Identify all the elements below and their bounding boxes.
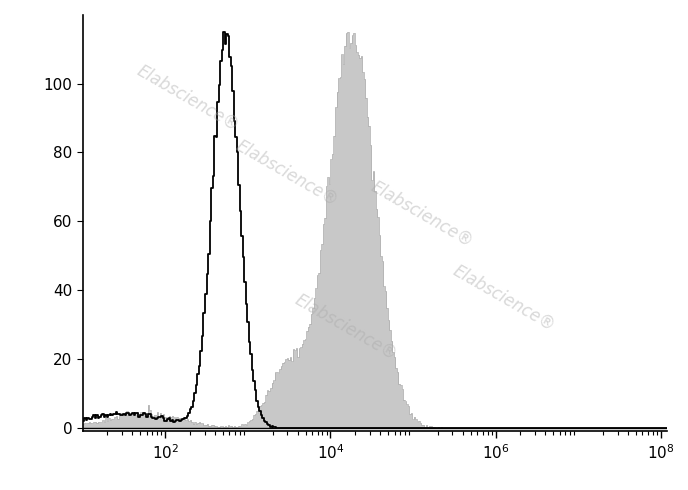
- Text: Elabscience®: Elabscience®: [449, 261, 558, 335]
- Text: Elabscience®: Elabscience®: [292, 291, 400, 364]
- Text: Elabscience®: Elabscience®: [233, 136, 341, 210]
- Text: Elabscience®: Elabscience®: [133, 61, 242, 135]
- Text: Elabscience®: Elabscience®: [367, 178, 476, 251]
